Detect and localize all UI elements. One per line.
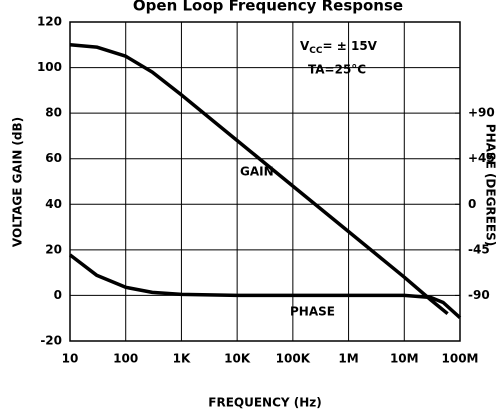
y-axis-title: VOLTAGE GAIN (dB) <box>11 117 25 247</box>
y2-axis-title: PHASE (DEGREES) <box>484 124 498 246</box>
annotation-vcc: VCC= ± 15V <box>300 39 378 56</box>
series-line <box>69 43 449 316</box>
y2-tick-label: 0 <box>468 197 476 211</box>
x-tick-label: 1M <box>338 352 358 366</box>
y2-tick-label: +90 <box>468 106 495 120</box>
x-tick-label: 100 <box>113 352 138 366</box>
y-tick-label: 0 <box>54 288 62 302</box>
y-tick-label: 40 <box>45 197 62 211</box>
vcc-subscript: CC <box>309 46 323 56</box>
x-tick-label: 10M <box>390 352 419 366</box>
x-tick-label: 1K <box>173 352 191 366</box>
x-tick-label: 100M <box>442 352 479 366</box>
x-tick-label: 100K <box>276 352 311 366</box>
y-tick-label: 20 <box>45 242 62 256</box>
x-tick-label: 10K <box>224 352 251 366</box>
y2-tick-label: -45 <box>468 242 490 256</box>
x-axis-title: FREQUENCY (Hz) <box>208 396 322 410</box>
x-tick-label: 10 <box>62 352 79 366</box>
series-line <box>68 253 462 319</box>
vcc-symbol: V <box>300 39 310 53</box>
annotation-ta: TA=25°C <box>308 63 366 77</box>
y2-tick-label: +45 <box>468 151 495 165</box>
plot-frame <box>69 21 461 342</box>
y-tick-label: 80 <box>45 106 62 120</box>
series-label: PHASE <box>290 305 335 319</box>
series-label: GAIN <box>240 165 274 179</box>
y-tick-label: -20 <box>40 334 62 348</box>
y-tick-label: 120 <box>37 15 62 29</box>
vcc-text: = ± 15V <box>323 39 378 53</box>
y2-tick-label: -90 <box>468 288 490 302</box>
y-tick-label: 100 <box>37 60 62 74</box>
chart-title: Open Loop Frequency Response <box>133 0 403 15</box>
y-tick-label: 60 <box>45 151 62 165</box>
